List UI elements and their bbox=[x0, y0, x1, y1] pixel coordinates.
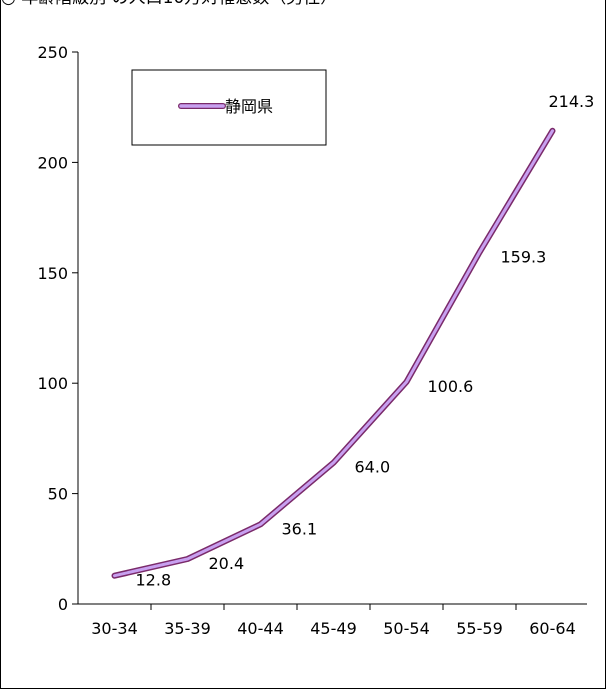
data-label: 159.3 bbox=[501, 247, 547, 266]
y-axis-ticks: 0 50 100 150 200 250 bbox=[37, 43, 78, 614]
y-tick-label: 250 bbox=[37, 43, 68, 62]
x-tick-label: 35-39 bbox=[164, 619, 211, 638]
x-axis-ticks: 30-34 35-39 40-44 45-49 50-54 55-59 60-64 bbox=[91, 604, 576, 638]
page-title: ○ 年齢階級別 の人口10万対罹患数（男性） bbox=[1, 0, 606, 8]
legend-box bbox=[131, 69, 327, 146]
data-label: 12.8 bbox=[136, 571, 172, 590]
x-tick-label: 55-59 bbox=[456, 619, 503, 638]
data-label: 20.4 bbox=[209, 554, 245, 573]
y-tick-label: 50 bbox=[48, 485, 68, 504]
y-tick-label: 0 bbox=[58, 595, 68, 614]
y-tick-label: 150 bbox=[37, 264, 68, 283]
chart-axes bbox=[77, 52, 587, 605]
series-layer bbox=[111, 127, 556, 579]
x-tick-label: 30-34 bbox=[91, 619, 138, 638]
series-line-outline bbox=[111, 127, 556, 579]
series-line bbox=[113, 129, 554, 578]
data-label: 36.1 bbox=[282, 519, 318, 538]
y-tick-label: 100 bbox=[37, 374, 68, 393]
legend-label: 静岡県 bbox=[225, 97, 273, 116]
y-tick-label: 200 bbox=[37, 153, 68, 172]
x-tick-label: 45-49 bbox=[310, 619, 357, 638]
x-tick-label: 50-54 bbox=[383, 619, 430, 638]
data-labels: 12.8 20.4 36.1 64.0 100.6 159.3 214.3 bbox=[136, 92, 595, 590]
x-tick-label: 40-44 bbox=[237, 619, 284, 638]
legend: 静岡県 bbox=[131, 69, 327, 146]
x-tick-label: 60-64 bbox=[529, 619, 576, 638]
data-label: 214.3 bbox=[549, 92, 595, 111]
data-label: 64.0 bbox=[355, 458, 391, 477]
data-label: 100.6 bbox=[428, 377, 474, 396]
